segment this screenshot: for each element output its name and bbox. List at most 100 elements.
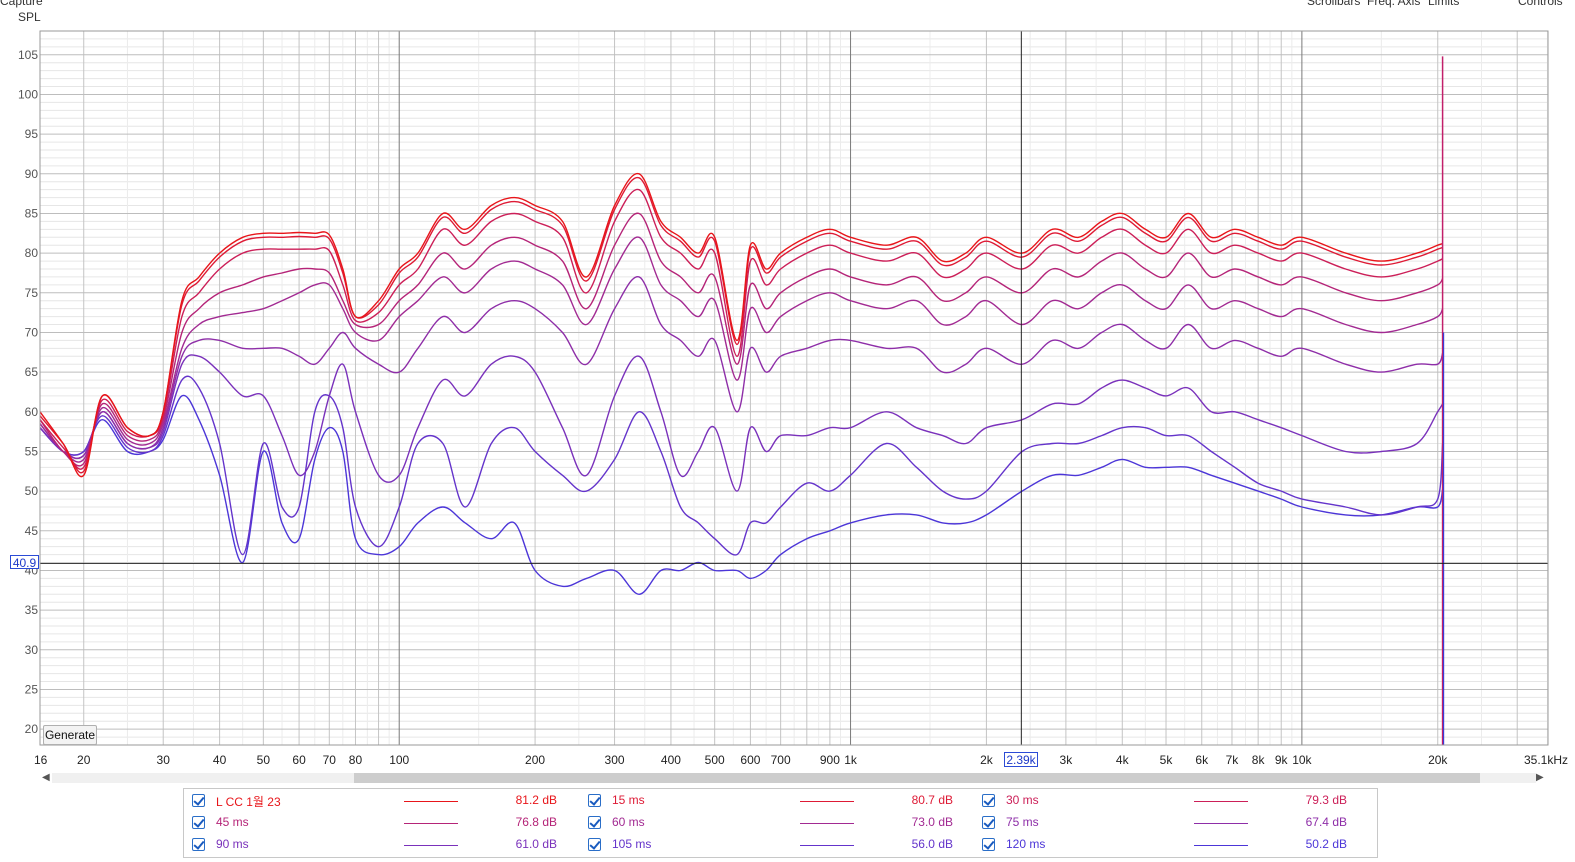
scrollbars-menu[interactable]: Scrollbars bbox=[1307, 0, 1361, 8]
x-tick-label: 300 bbox=[605, 753, 625, 767]
y-tick-label: 55 bbox=[25, 444, 39, 458]
legend-series-value: 73.0 dB bbox=[911, 815, 953, 829]
legend-item[interactable]: 15 ms 80.7 dB bbox=[588, 791, 968, 811]
legend-series-name: 60 ms bbox=[612, 815, 645, 829]
legend-series-name: 120 ms bbox=[1006, 837, 1046, 851]
cursor-spl-readout: 40.9 bbox=[10, 555, 39, 570]
legend-checkbox[interactable] bbox=[192, 794, 205, 807]
legend-checkbox[interactable] bbox=[982, 838, 995, 851]
x-tick-label: 4k bbox=[1116, 753, 1130, 767]
y-tick-label: 20 bbox=[25, 722, 39, 736]
y-tick-label: 45 bbox=[25, 524, 39, 538]
x-tick-label: 30 bbox=[157, 753, 171, 767]
x-tick-label: 900 bbox=[820, 753, 840, 767]
y-tick-label: 75 bbox=[25, 286, 39, 300]
freq-axis-menu[interactable]: Freq. Axis bbox=[1367, 0, 1421, 8]
y-tick-label: 95 bbox=[25, 127, 39, 141]
spl-waterfall-chart[interactable]: 105 100 95 90 85 80 75 70 65 60 55 50 45 40 35 30 25 20 1… bbox=[0, 0, 1575, 790]
x-tick-label: 40 bbox=[213, 753, 227, 767]
legend-checkbox[interactable] bbox=[588, 816, 601, 829]
legend-series-name: 45 ms bbox=[216, 815, 249, 829]
legend-series-name: L CC 1월 23 bbox=[216, 795, 281, 809]
legend-item[interactable]: 90 ms 61.0 dB bbox=[192, 835, 572, 855]
x-tick-label: 6k bbox=[1195, 753, 1209, 767]
x-tick-label: 600 bbox=[740, 753, 760, 767]
legend-panel: L CC 1월 23 81.2 dB 15 ms 80.7 dB 30 ms 79.3 d… bbox=[183, 788, 1378, 858]
scroll-left-icon[interactable]: ◀ bbox=[42, 772, 50, 783]
y-axis-label: SPL bbox=[18, 10, 41, 24]
legend-item[interactable]: 30 ms 79.3 dB bbox=[982, 791, 1362, 811]
scroll-right-icon[interactable]: ▶ bbox=[1536, 772, 1544, 783]
legend-series-value: 56.0 dB bbox=[911, 837, 953, 851]
legend-line-swatch bbox=[1194, 801, 1248, 802]
legend-checkbox[interactable] bbox=[192, 816, 205, 829]
limits-menu[interactable]: Limits bbox=[1428, 0, 1460, 8]
x-tick-label: 400 bbox=[661, 753, 681, 767]
series-line bbox=[39, 176, 1443, 474]
x-tick-label: 60 bbox=[292, 753, 306, 767]
legend-line-swatch bbox=[800, 845, 854, 846]
y-tick-label: 30 bbox=[25, 643, 39, 657]
legend-series-name: 75 ms bbox=[1006, 815, 1039, 829]
x-tick-label: 16 bbox=[34, 753, 48, 767]
series-line bbox=[39, 354, 1444, 492]
legend-series-value: 61.0 dB bbox=[515, 837, 557, 851]
legend-line-swatch bbox=[404, 845, 458, 846]
x-tick-label: 1k bbox=[844, 753, 858, 767]
x-tick-label: 70 bbox=[323, 753, 337, 767]
y-tick-label: 105 bbox=[18, 48, 38, 62]
series-line bbox=[39, 188, 1443, 470]
horizontal-scrollbar[interactable]: ◀ ▶ bbox=[40, 772, 1548, 784]
legend-item[interactable]: L CC 1월 23 81.2 dB bbox=[192, 791, 572, 811]
legend-series-value: 50.2 dB bbox=[1305, 837, 1347, 851]
legend-item[interactable]: 60 ms 73.0 dB bbox=[588, 813, 968, 833]
x-tick-label: 200 bbox=[525, 753, 545, 767]
legend-item[interactable]: 75 ms 67.4 dB bbox=[982, 813, 1362, 833]
legend-line-swatch bbox=[404, 801, 458, 802]
x-tick-label: 2k bbox=[980, 753, 994, 767]
y-tick-label: 50 bbox=[25, 484, 39, 498]
legend-series-name: 90 ms bbox=[216, 837, 249, 851]
controls-menu[interactable]: Controls bbox=[1518, 0, 1563, 8]
legend-checkbox[interactable] bbox=[192, 838, 205, 851]
x-tick-label: 80 bbox=[349, 753, 363, 767]
x-tick-label: 100 bbox=[389, 753, 409, 767]
capture-label[interactable]: Capture bbox=[0, 0, 43, 8]
x-tick-label: 3k bbox=[1060, 753, 1074, 767]
legend-series-name: 15 ms bbox=[612, 793, 645, 807]
legend-checkbox[interactable] bbox=[982, 816, 995, 829]
legend-series-value: 79.3 dB bbox=[1305, 793, 1347, 807]
y-tick-label: 70 bbox=[25, 325, 39, 339]
legend-line-swatch bbox=[800, 801, 854, 802]
y-tick-label: 35 bbox=[25, 603, 39, 617]
scroll-thumb[interactable] bbox=[354, 773, 1480, 783]
legend-checkbox[interactable] bbox=[588, 794, 601, 807]
y-tick-label: 80 bbox=[25, 246, 39, 260]
series-line bbox=[39, 276, 1444, 460]
y-tick-label: 65 bbox=[25, 365, 39, 379]
x-tick-label: 10k bbox=[1292, 753, 1312, 767]
x-tick-label: 35.1kHz bbox=[1524, 753, 1568, 767]
series-line bbox=[39, 394, 1444, 596]
x-tick-label: 20k bbox=[1428, 753, 1448, 767]
legend-series-value: 81.2 dB bbox=[515, 793, 557, 807]
legend-series-name: 105 ms bbox=[612, 837, 652, 851]
legend-checkbox[interactable] bbox=[588, 838, 601, 851]
generate-button[interactable]: Generate bbox=[43, 725, 97, 745]
legend-item[interactable]: 45 ms 76.8 dB bbox=[192, 813, 572, 833]
legend-item[interactable]: 105 ms 56.0 dB bbox=[588, 835, 968, 855]
legend-line-swatch bbox=[1194, 845, 1248, 846]
legend-line-swatch bbox=[1194, 823, 1248, 824]
legend-item[interactable]: 120 ms 50.2 dB bbox=[982, 835, 1362, 855]
x-tick-label: 50 bbox=[257, 753, 271, 767]
x-tick-label: 20 bbox=[77, 753, 91, 767]
x-tick-label: 8k bbox=[1252, 753, 1266, 767]
x-tick-label: 7k bbox=[1226, 753, 1240, 767]
y-tick-label: 25 bbox=[25, 682, 39, 696]
legend-checkbox[interactable] bbox=[982, 794, 995, 807]
y-tick-label: 60 bbox=[25, 405, 39, 419]
legend-series-name: 30 ms bbox=[1006, 793, 1039, 807]
cursor-freq-readout: 2.39k bbox=[1004, 752, 1038, 767]
x-tick-label: 700 bbox=[771, 753, 791, 767]
legend-line-swatch bbox=[404, 823, 458, 824]
